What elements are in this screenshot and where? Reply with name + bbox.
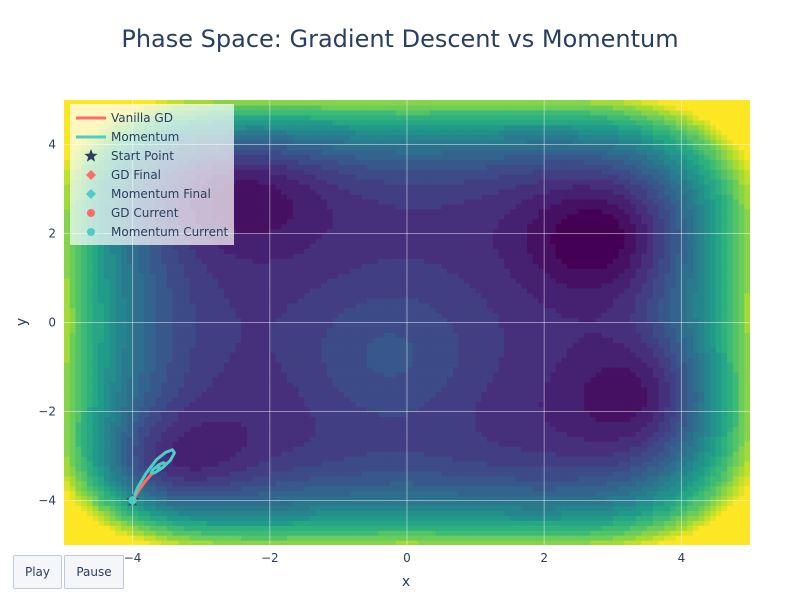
x-tick-label: −2 — [261, 551, 279, 565]
legend-start-point-label: Start Point — [111, 149, 174, 163]
legend-gd-current-swatch — [87, 209, 95, 217]
legend-momentum-final-label: Momentum Final — [111, 187, 211, 201]
legend-start-point-swatch — [84, 149, 98, 162]
y-tick-label: 4 — [48, 138, 56, 152]
y-tick-label: 2 — [48, 227, 56, 241]
legend-momentum-label: Momentum — [111, 130, 179, 144]
y-tick-label: −2 — [38, 405, 56, 419]
y-tick-label: −4 — [38, 494, 56, 508]
y-tick-label: 0 — [48, 316, 56, 330]
x-tick-label: 4 — [678, 551, 686, 565]
legend-background — [70, 104, 234, 245]
x-axis-title: x — [402, 574, 410, 590]
legend-vanilla-gd-label: Vanilla GD — [111, 111, 173, 125]
legend-momentum-final-swatch — [86, 189, 96, 199]
legend-gd-final-swatch — [86, 170, 96, 180]
x-tick-label: 0 — [403, 551, 411, 565]
y-axis-title: y — [14, 318, 30, 326]
play-button[interactable]: Play — [13, 555, 62, 589]
momentum-line — [131, 448, 176, 502]
trajectories — [125, 448, 176, 507]
x-tick-label: −4 — [124, 551, 142, 565]
pause-button[interactable]: Pause — [64, 555, 124, 589]
legend-momentum-current-label: Momentum Current — [111, 225, 229, 239]
legend-gd-current-label: GD Current — [111, 206, 179, 220]
chart-title: Phase Space: Gradient Descent vs Momentu… — [121, 25, 678, 53]
x-tick-label: 2 — [540, 551, 548, 565]
contour-surface — [64, 100, 750, 545]
legend-momentum-current-swatch — [87, 228, 95, 236]
legend: Vanilla GD Momentum Start Point GD Final Mom… — [70, 104, 234, 245]
axis-ticks: −4 −2 0 2 4 −4 −2 0 2 4 — [38, 138, 685, 566]
legend-gd-final-label: GD Final — [111, 168, 161, 182]
momentum-current-marker — [128, 496, 137, 505]
